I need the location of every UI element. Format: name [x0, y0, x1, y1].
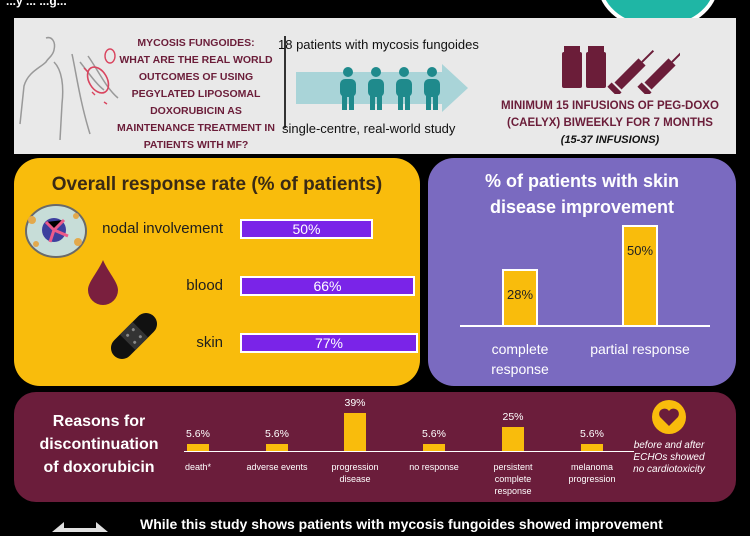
disc-title-line: discontinuation [39, 436, 159, 453]
question-line: PATIENTS WITH MF? [143, 139, 249, 151]
infusion-line: (CAELYX) BIWEEKLY FOR 7 MONTHS [507, 117, 713, 129]
skin-improvement-panel: % of patients with skin disease improvem… [428, 158, 736, 386]
vials-icon [562, 46, 680, 94]
disc-category-label: progression disease [315, 461, 395, 485]
disc-value-label: 5.6% [580, 428, 604, 440]
skin-category-line: complete [491, 341, 549, 357]
skin-bar [502, 269, 538, 325]
disc-category-line: no response [409, 462, 459, 472]
question-line: PEGYLATED LIPOSOMAL [131, 88, 261, 100]
disc-category-line: progression [331, 462, 379, 472]
orr-bar: 50% [240, 219, 373, 239]
study-type: single-centre, real-world study [282, 121, 456, 136]
cardio-note-line: no cardiotoxicity [633, 464, 705, 475]
conclusion-text: While this study shows patients with myc… [140, 516, 663, 532]
disc-category-label: adverse events [237, 461, 317, 473]
disc-category-line: disease [339, 474, 371, 484]
disc-value-label: 5.6% [265, 428, 289, 440]
disc-value-label: 5.6% [186, 428, 210, 440]
infusion-info: MINIMUM 15 INFUSIONS OF PEG-DOXO (CAELYX… [484, 98, 736, 149]
double-arrow-icon [52, 522, 108, 532]
disc-category-line: adverse events [246, 462, 308, 472]
skin-category-line: response [491, 361, 549, 377]
orr-category-label: blood [186, 277, 223, 294]
lymph-node-icon [25, 204, 87, 258]
blood-drop-icon [88, 260, 118, 305]
orr-bar: 66% [240, 276, 415, 296]
disc-category-label: no response [394, 461, 474, 473]
skin-category-label: complete response [450, 339, 590, 379]
skin-category-label: partial response [570, 339, 710, 359]
infusion-range: (15-37 INFUSIONS) [560, 134, 660, 146]
disc-value-label: 25% [502, 411, 524, 423]
skin-bar [622, 225, 658, 325]
skin-value-label: 28% [506, 287, 534, 302]
disc-category-line: persistent [493, 462, 533, 472]
disc-category-line: progression [568, 474, 616, 484]
discontinuation-title: Reasons for discontinuation of doxorubic… [24, 410, 174, 479]
question-line: WHAT ARE THE REAL WORLD [119, 54, 273, 66]
heart-badge [652, 400, 686, 434]
disc-bar [187, 444, 209, 451]
disc-category-line: death* [184, 462, 212, 472]
info-divider [284, 36, 286, 128]
disc-value-label: 5.6% [422, 428, 446, 440]
disc-bar [502, 427, 524, 451]
skin-title-line: disease improvement [489, 197, 675, 217]
heart-icon [659, 408, 679, 426]
cardiotoxicity-note: before and after ECHOs showed no cardiot… [626, 440, 712, 476]
disc-value-label: 39% [344, 397, 366, 409]
patients-count: 18 patients with mycosis fungoides [278, 37, 479, 52]
skin-x-axis [460, 325, 710, 327]
disc-category-line: response [494, 486, 532, 496]
orr-category-label: skin [196, 334, 223, 351]
disc-category-label: death* [158, 461, 238, 473]
disc-title-line: of doxorubicin [43, 459, 155, 476]
disc-bar [423, 444, 445, 451]
cardio-note-line: ECHOs showed [633, 452, 705, 463]
cardio-note-line: before and after [633, 440, 705, 451]
skin-title-line: % of patients with skin [484, 171, 680, 191]
skin-value-label: 50% [626, 243, 654, 258]
disc-category-line: melanoma [570, 462, 614, 472]
disc-category-label: melanoma progression [552, 461, 632, 485]
bandage-icon [110, 312, 158, 360]
skin-category-line: partial response [590, 341, 690, 357]
syringe-icon [607, 49, 655, 94]
study-info-panel: MYCOSIS FUNGOIDES: WHAT ARE THE REAL WOR… [14, 18, 736, 154]
skin-chart-title: % of patients with skin disease improvem… [428, 168, 736, 220]
question-line: MAINTENANCE TREATMENT IN [117, 122, 275, 134]
disc-category-label: persistent complete response [473, 461, 553, 497]
orr-chart-panel: Overall response rate (% of patients) no… [14, 158, 420, 386]
research-question: MYCOSIS FUNGOIDES: WHAT ARE THE REAL WOR… [116, 35, 276, 154]
header-title-fragment: ...y ... ...g... [6, 0, 67, 8]
question-line: DOXORUBICIN AS [150, 105, 242, 117]
disc-bar [581, 444, 603, 451]
top-strip: ...y ... ...g... [0, 0, 750, 14]
orr-bar: 77% [240, 333, 418, 353]
discontinuation-panel: Reasons for discontinuation of doxorubic… [14, 392, 736, 502]
people-arrow-icon [296, 64, 468, 112]
body-outline-icon [19, 36, 119, 141]
disc-category-line: complete [494, 474, 532, 484]
orr-category-label: nodal involvement [102, 220, 223, 237]
disc-title-line: Reasons for [52, 413, 146, 430]
disc-bar [266, 444, 288, 451]
question-line: OUTCOMES OF USING [138, 71, 254, 83]
conclusion-strip: While this study shows patients with myc… [40, 508, 736, 536]
infusion-line: MINIMUM 15 INFUSIONS OF PEG-DOXO [501, 100, 719, 112]
disc-bar [344, 413, 366, 451]
orr-chart-title: Overall response rate (% of patients) [51, 174, 383, 195]
question-line: MYCOSIS FUNGOIDES: [137, 37, 255, 49]
disc-x-axis [184, 451, 634, 452]
